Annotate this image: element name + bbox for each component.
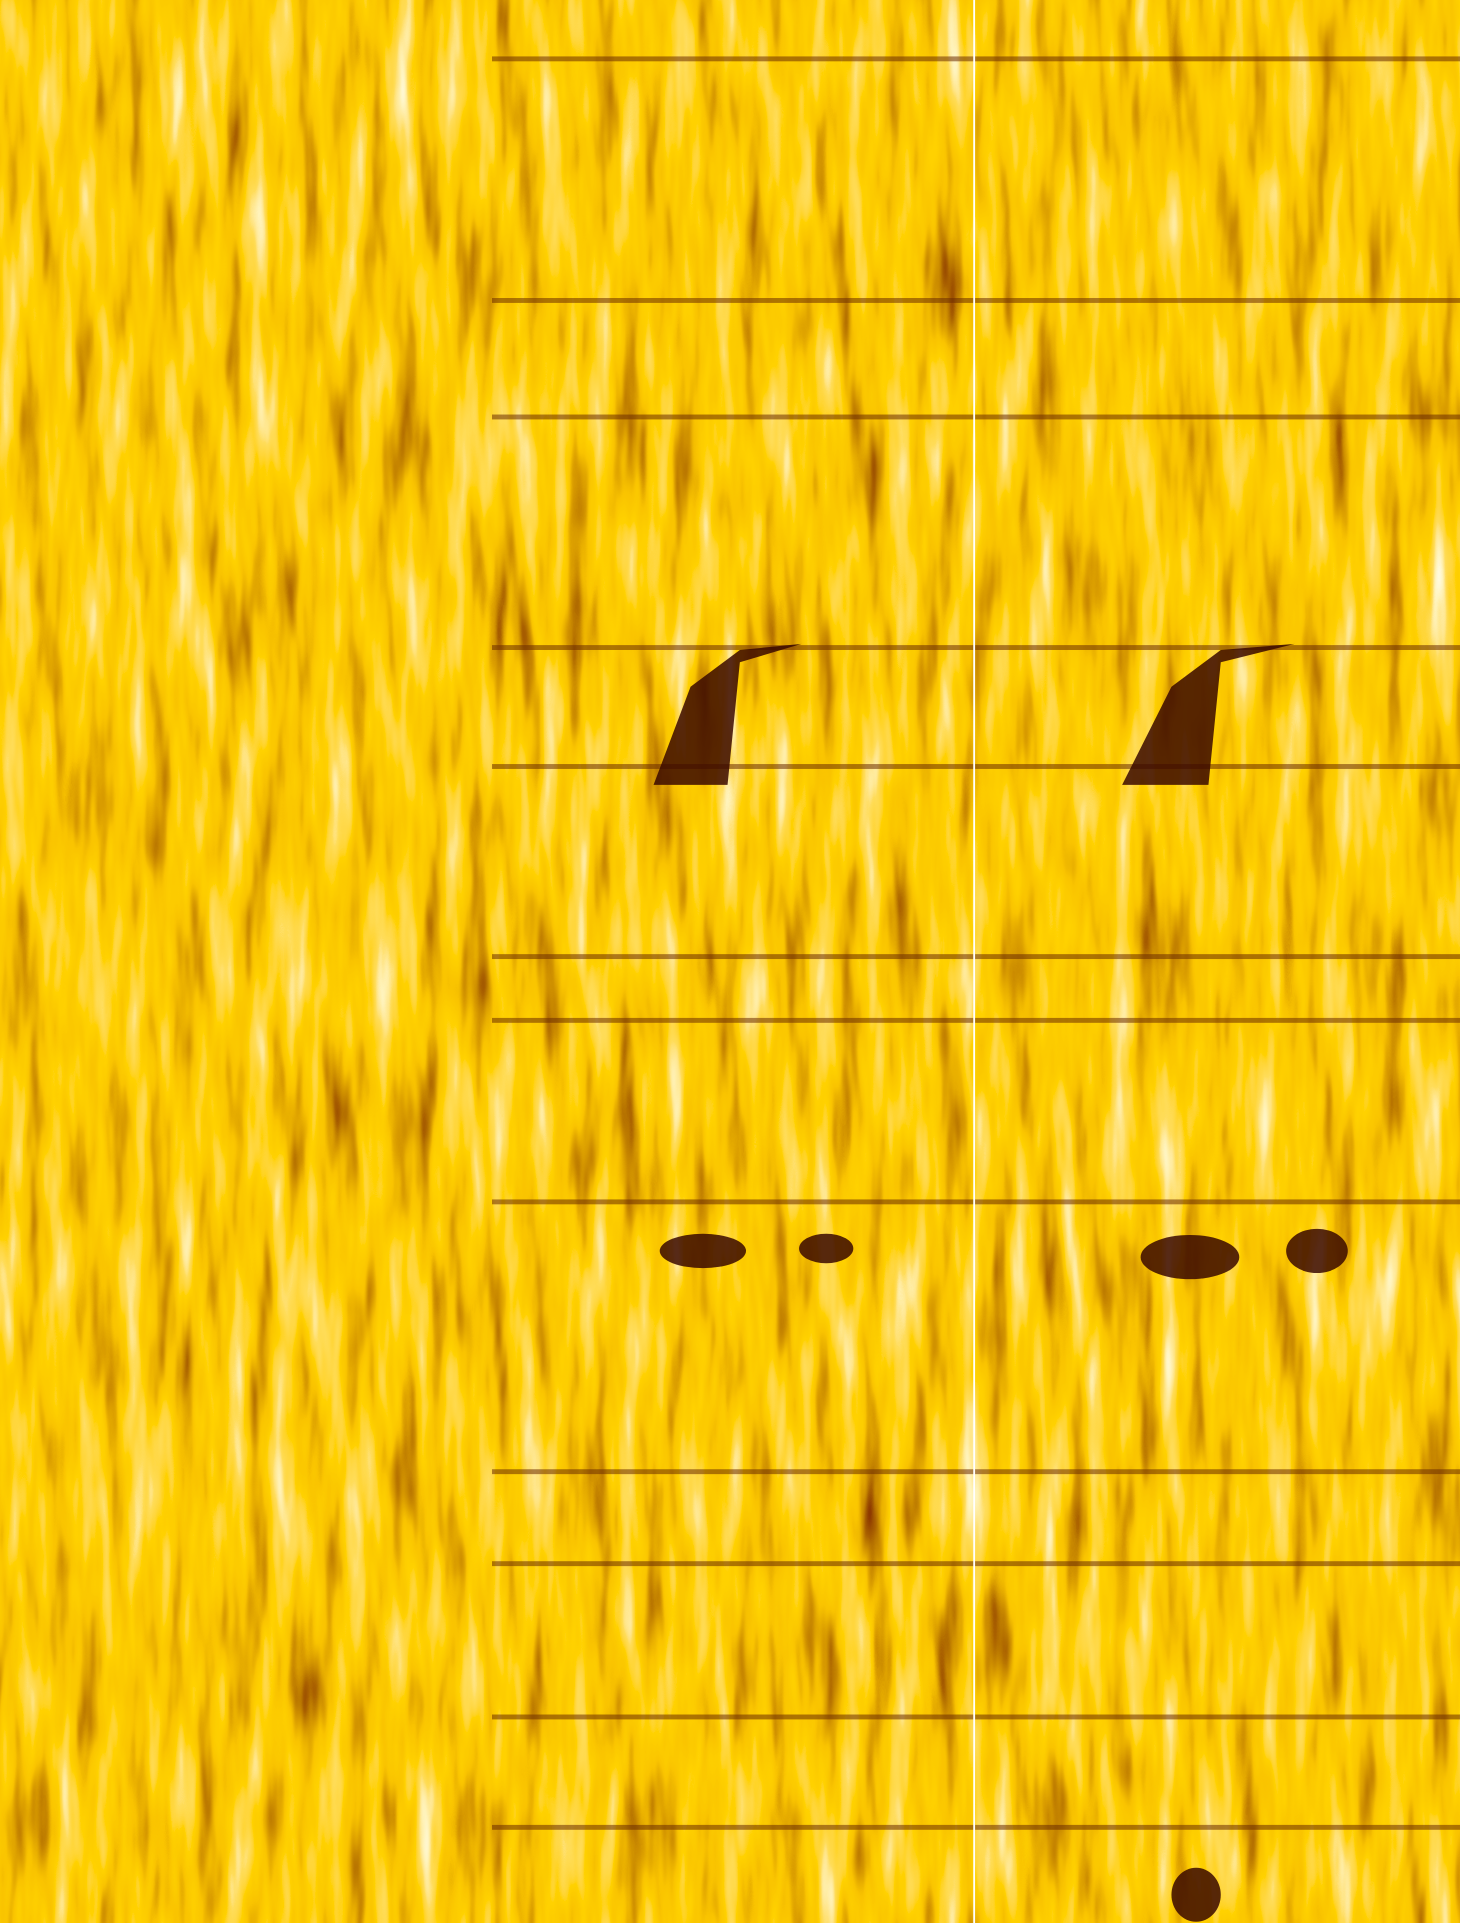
- band-edge: [492, 954, 1460, 960]
- band-edge: [492, 764, 1460, 769]
- band-edge: [492, 1199, 1460, 1205]
- dark-spot: [1122, 643, 1295, 785]
- green-band: [295, 0, 326, 1923]
- dark-spot: [1286, 1228, 1348, 1274]
- band-edge: [492, 1017, 1460, 1023]
- purple-curve: [48, 0, 65, 1923]
- band-edge: [492, 56, 1460, 62]
- grid: [8, 0, 492, 1923]
- dark-spot: [659, 1233, 747, 1269]
- band-boundaries: [492, 56, 1460, 1830]
- band-edge: [492, 298, 1460, 303]
- dark-spot: [799, 1233, 854, 1264]
- dark-spot: [1140, 1234, 1240, 1280]
- band-edge: [492, 414, 1460, 420]
- band-edge: [492, 1469, 1460, 1475]
- image-panel-left: [492, 0, 975, 1923]
- dark-spot: [1171, 1867, 1221, 1922]
- dark-features: [653, 643, 1348, 1922]
- band-edge: [492, 1824, 1460, 1830]
- caliper-fill: [49, 0, 208, 1923]
- dark-spot: [653, 643, 802, 785]
- band-edge: [492, 1714, 1460, 1720]
- band-edge: [492, 1561, 1460, 1567]
- image-panel-right: [975, 0, 1460, 1923]
- yellow-curve: [191, 0, 208, 1923]
- band-edge: [492, 645, 1460, 650]
